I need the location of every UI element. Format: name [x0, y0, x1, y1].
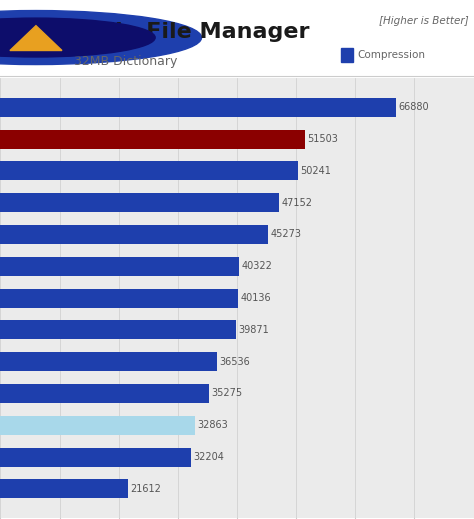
- Bar: [0, 193, 279, 212]
- Text: 40136: 40136: [240, 293, 271, 303]
- Bar: [0, 352, 217, 371]
- Text: 47152: 47152: [282, 198, 313, 208]
- Bar: [0, 384, 209, 403]
- Circle shape: [0, 18, 155, 57]
- Text: 40322: 40322: [241, 261, 272, 271]
- Text: 45273: 45273: [271, 229, 301, 239]
- Text: 66880: 66880: [398, 102, 429, 112]
- Circle shape: [0, 10, 201, 64]
- Text: 35275: 35275: [211, 389, 243, 399]
- Text: [Higher is Better]: [Higher is Better]: [379, 16, 469, 26]
- Text: 32MB Dictionary: 32MB Dictionary: [74, 54, 177, 67]
- Bar: [0, 257, 239, 276]
- Bar: [0, 416, 195, 435]
- Text: 50241: 50241: [300, 166, 331, 176]
- Bar: [0, 98, 396, 117]
- Bar: [0, 480, 128, 498]
- Text: 32204: 32204: [193, 452, 224, 462]
- Text: 21612: 21612: [131, 484, 162, 494]
- Text: 7-Zip File Manager: 7-Zip File Manager: [74, 22, 310, 42]
- Bar: [0, 161, 298, 181]
- Bar: [0, 320, 236, 339]
- Bar: [341, 48, 353, 62]
- Polygon shape: [10, 25, 62, 50]
- Text: 36536: 36536: [219, 357, 250, 367]
- Bar: [0, 130, 305, 148]
- Text: 32863: 32863: [197, 420, 228, 430]
- Bar: [0, 289, 238, 308]
- Bar: [0, 225, 268, 244]
- Text: 51503: 51503: [307, 134, 338, 144]
- Text: Compression: Compression: [357, 50, 426, 60]
- Bar: [0, 447, 191, 467]
- Text: 39871: 39871: [238, 325, 269, 335]
